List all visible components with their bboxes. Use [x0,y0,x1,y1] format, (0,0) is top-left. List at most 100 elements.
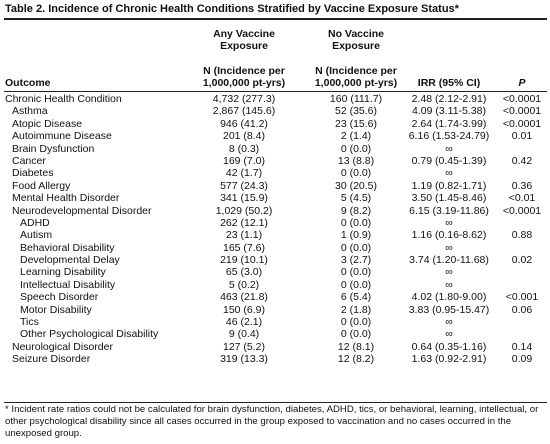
irr-cell: ∞ [445,266,453,279]
n-none-cell: 0 (0.0) [340,316,372,329]
table-row: Motor Disability 150 (6.9) 2 (1.8) 3.83 (0.… [0,304,550,316]
p-value-cell: 0.02 [511,254,533,267]
p-value-cell: <0.01 [508,192,536,205]
n-none-cell: 2 (1.8) [340,303,372,316]
group-header-any: Any Vaccine Exposure [198,28,290,52]
col-header-outcome: Outcome [5,77,51,89]
col-n-any-line2: 1,000,000 pt-yrs) [202,77,286,89]
table-row: Asthma 2,867 (145.6) 52 (35.6) 4.09 (3.11-5… [0,105,550,117]
n-any-cell: 1,029 (50.2) [215,204,273,217]
outcome-cell: Cancer [12,154,46,167]
n-none-cell: 5 (4.5) [340,192,372,205]
n-any-cell: 341 (15.9) [220,192,268,205]
n-any-cell: 169 (7.0) [222,154,266,167]
n-any-cell: 201 (8.4) [222,130,266,143]
table-row: Behavioral Disability 165 (7.6) 0 (0.0) ∞ [0,242,550,254]
outcome-cell: Motor Disability [20,303,92,316]
header-rule [4,91,547,92]
table-row: Neurological Disorder 127 (5.2) 12 (8.1) 0.… [0,341,550,353]
p-value-cell: <0.0001 [502,117,542,130]
p-value-cell: 0.01 [511,130,533,143]
outcome-cell: Neurodevelopmental Disorder [12,204,152,217]
col-n-any-line1: N (Incidence per [203,65,285,77]
n-any-cell: 165 (7.6) [222,241,266,254]
outcome-cell: Behavioral Disability [20,241,115,254]
table-row: Cancer 169 (7.0) 13 (8.8) 0.79 (0.45-1.39) 0… [0,155,550,167]
n-any-cell: 2,867 (145.6) [212,105,276,118]
n-any-cell: 9 (0.4) [228,328,260,341]
irr-cell: 2.48 (2.12-2.91) [411,93,487,105]
table-row: Food Allergy 577 (24.3) 30 (20.5) 1.19 (0.8… [0,180,550,192]
irr-cell: 0.64 (0.35-1.16) [411,340,487,353]
n-any-cell: 65 (3.0) [225,266,263,279]
col-n-none-line2: 1,000,000 pt-yrs) [314,77,398,89]
irr-cell: 0.79 (0.45-1.39) [411,154,487,167]
irr-cell: ∞ [445,167,453,180]
n-none-cell: 13 (8.8) [337,154,375,167]
table-row: Intellectual Disability 5 (0.2) 0 (0.0) ∞ [0,279,550,291]
n-none-cell: 9 (8.2) [340,204,372,217]
col-header-p: P [518,77,526,89]
irr-cell: ∞ [445,278,453,291]
group-none-line2: Exposure [332,40,380,52]
p-value-cell: 0.42 [511,154,533,167]
n-none-cell: 1 (0.9) [340,229,372,242]
irr-cell: 3.83 (0.95-15.47) [408,303,490,316]
table-row: Developmental Delay 219 (10.1) 3 (2.7) 3.74… [0,254,550,266]
table-row: Neurodevelopmental Disorder 1,029 (50.2) 9… [0,205,550,217]
outcome-cell: Tics [20,316,39,329]
irr-cell: 3.50 (1.45-8.46) [411,192,487,205]
table-body: Chronic Health Condition 4,732 (277.3) 160… [0,93,550,366]
bottom-rule [4,402,547,403]
table-row: Brain Dysfunction 8 (0.3) 0 (0.0) ∞ [0,143,550,155]
p-value-cell: 0.09 [511,353,533,366]
table-row: Autism 23 (1.1) 1 (0.9) 1.16 (0.16-8.62) 0.8… [0,229,550,241]
p-value-cell: <0.0001 [502,204,542,217]
irr-cell: ∞ [445,241,453,254]
irr-cell: 6.15 (3.19-11.86) [409,204,489,217]
n-none-cell: 52 (35.6) [334,105,378,118]
n-none-cell: 160 (111.7) [329,93,383,105]
col-header-n-none: N (Incidence per 1,000,000 pt-yrs) [308,65,404,89]
p-value-cell: <0.001 [505,291,539,304]
outcome-cell: ADHD [20,216,50,229]
n-none-cell: 12 (8.1) [337,340,375,353]
table-row: Other Psychological Disability 9 (0.4) 0 (… [0,328,550,340]
n-none-cell: 6 (5.4) [340,291,372,304]
n-any-cell: 4,732 (277.3) [212,93,276,105]
outcome-cell: Diabetes [12,167,54,180]
n-none-cell: 0 (0.0) [340,266,372,279]
group-any-line1: Any Vaccine [213,28,275,40]
table-row: Autoimmune Disease 201 (8.4) 2 (1.4) 6.16 (… [0,130,550,142]
col-n-none-line1: N (Incidence per [315,65,397,77]
col-header-irr: IRR (95% CI) [417,77,481,89]
outcome-cell: Other Psychological Disability [20,328,159,341]
group-header-none: No Vaccine Exposure [308,28,404,52]
group-none-line1: No Vaccine [327,28,385,40]
outcome-cell: Brain Dysfunction [12,142,95,155]
n-none-cell: 30 (20.5) [334,179,378,192]
n-none-cell: 0 (0.0) [340,278,372,291]
irr-cell: ∞ [445,142,453,155]
n-none-cell: 0 (0.0) [340,142,372,155]
n-none-cell: 0 (0.0) [340,241,372,254]
table-row: ADHD 262 (12.1) 0 (0.0) ∞ [0,217,550,229]
irr-cell: 2.64 (1.74-3.99) [411,117,487,130]
irr-cell: 4.09 (3.11-5.38) [412,105,486,118]
table-row: Mental Health Disorder 341 (15.9) 5 (4.5) 3… [0,192,550,204]
irr-cell: 4.02 (1.80-9.00) [411,291,487,304]
col-header-n-any: N (Incidence per 1,000,000 pt-yrs) [198,65,290,89]
outcome-cell: Autoimmune Disease [12,130,112,143]
table-row: Chronic Health Condition 4,732 (277.3) 160… [0,93,550,105]
footnote: * Incident rate ratios could not be calc… [5,404,539,440]
outcome-cell: Seizure Disorder [12,353,91,366]
n-none-cell: 0 (0.0) [340,328,372,341]
top-rule [4,18,547,20]
p-value-cell: <0.0001 [502,105,542,118]
outcome-cell: Speech Disorder [20,291,99,304]
p-value-cell: 0.14 [511,340,533,353]
table-row: Seizure Disorder 319 (13.3) 12 (8.2) 1.63 (… [0,353,550,365]
irr-cell: ∞ [445,316,453,329]
irr-cell: ∞ [445,328,453,341]
